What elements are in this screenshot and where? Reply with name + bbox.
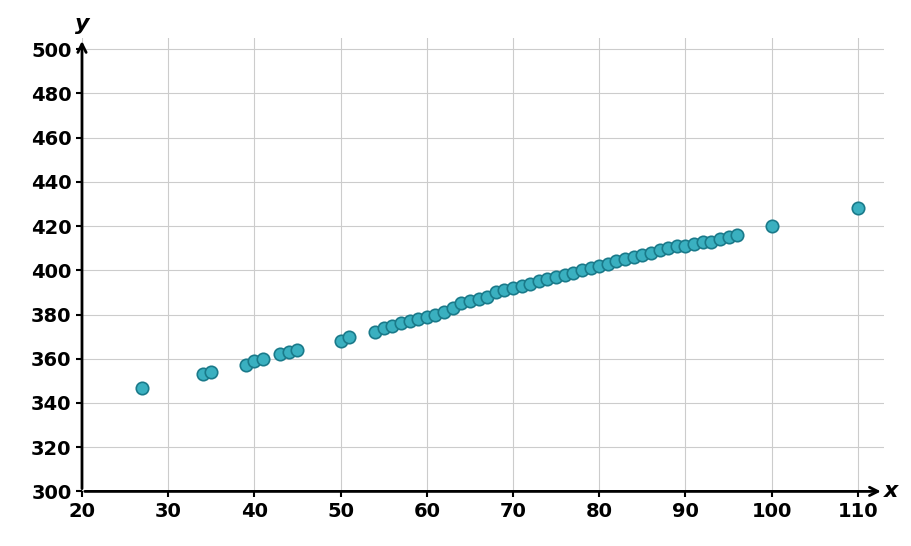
Text: x: x (884, 482, 898, 501)
Point (532, 277, 547, 286)
Point (851, 204, 865, 213)
Point (652, 246, 667, 255)
Point (600, 259, 615, 268)
Point (627, 253, 641, 262)
Point (480, 293, 495, 301)
Point (394, 319, 408, 328)
Point (609, 257, 624, 266)
Point (722, 233, 736, 241)
Point (660, 244, 675, 253)
Point (635, 251, 650, 259)
Point (445, 304, 460, 312)
Point (583, 264, 598, 272)
Point (419, 312, 434, 321)
Text: y: y (75, 14, 89, 34)
Point (670, 242, 684, 251)
Point (281, 348, 296, 357)
Point (463, 297, 477, 306)
Point (764, 222, 779, 230)
Point (618, 255, 632, 264)
Point (558, 270, 572, 279)
Point (454, 299, 468, 308)
Point (471, 295, 486, 304)
Point (704, 237, 719, 246)
Point (566, 268, 580, 277)
Point (291, 346, 305, 354)
Point (436, 308, 451, 317)
Point (695, 237, 710, 246)
Point (497, 286, 512, 295)
Point (135, 383, 149, 392)
Point (506, 284, 520, 293)
Point (730, 230, 744, 239)
Point (368, 328, 383, 336)
Point (403, 317, 417, 325)
Point (385, 321, 400, 330)
Point (428, 310, 443, 319)
Point (644, 248, 659, 257)
Point (523, 279, 537, 288)
Point (256, 354, 271, 363)
Point (247, 357, 261, 365)
Point (712, 235, 727, 244)
Point (678, 242, 692, 251)
Point (342, 333, 356, 341)
Point (204, 367, 219, 376)
Point (195, 370, 210, 378)
Point (333, 337, 348, 346)
Point (548, 272, 563, 281)
Point (239, 361, 253, 370)
Point (515, 281, 529, 290)
Point (488, 288, 503, 297)
Point (411, 314, 425, 323)
Point (592, 262, 607, 270)
Point (687, 240, 701, 248)
Point (273, 350, 288, 359)
Point (575, 266, 589, 275)
Point (540, 275, 555, 283)
Point (376, 323, 391, 332)
